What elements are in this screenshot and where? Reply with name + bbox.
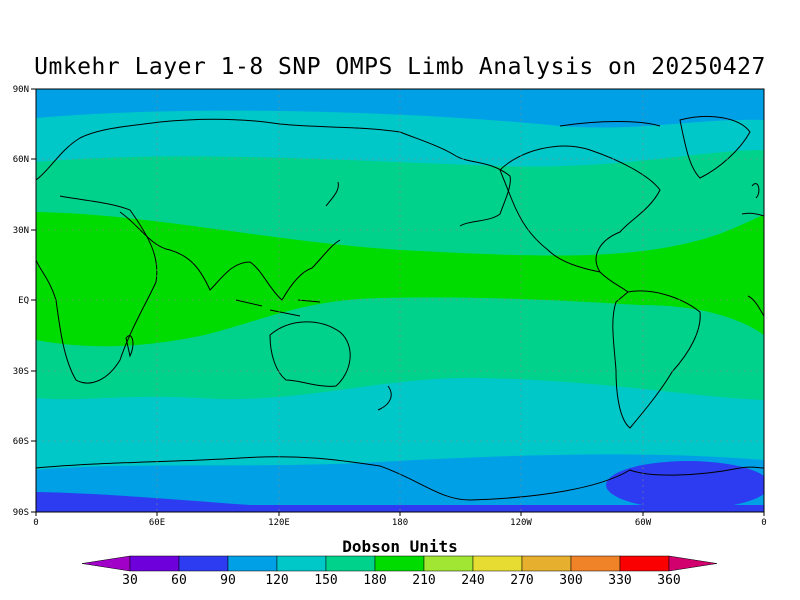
lon-tick-label: 0 (761, 518, 766, 528)
colorbar-segment (276, 555, 327, 572)
lon-tick-label: 120E (268, 518, 290, 528)
colorbar-label: 90 (220, 573, 236, 588)
colorbar-label: 240 (461, 573, 484, 588)
colorbar-label: 330 (608, 573, 631, 588)
colorbar-label: 300 (559, 573, 582, 588)
lat-tick-label: 90N (13, 85, 29, 95)
lat-tick-label: EQ (18, 296, 29, 306)
grid-lines (36, 89, 764, 512)
lat-tick-label: 30N (13, 226, 29, 236)
colorbar-segment (619, 555, 670, 572)
colorbar: 30 60 90 120 150 180 210 240 270 300 330 360 (81, 555, 718, 588)
colorbar-over-arrow (668, 555, 718, 572)
colorbar-segment (227, 555, 278, 572)
contour-fill (36, 89, 764, 512)
lat-tick-labels: 90N 60N 30N EQ 30S 60S 90S (13, 85, 29, 518)
lon-tick-labels: 0 60E 120E 180 120W 60W 0 (33, 518, 766, 528)
lat-tick-label: 60N (13, 155, 29, 165)
lon-tick-label: 180 (392, 518, 408, 528)
colorbar-label: 180 (363, 573, 386, 588)
coastlines (36, 115, 764, 501)
colorbar-segment (178, 555, 229, 572)
colorbar-label: 60 (171, 573, 187, 588)
colorbar-label: 270 (510, 573, 533, 588)
lat-tick-label: 30S (13, 367, 29, 377)
colorbar-segment (423, 555, 474, 572)
colorbar-segment (570, 555, 621, 572)
colorbar-title: Dobson Units (342, 537, 458, 556)
lon-tick-label: 120W (510, 518, 532, 528)
colorbar-segment (325, 555, 376, 572)
colorbar-segment (129, 555, 180, 572)
colorbar-label: 30 (122, 573, 138, 588)
colorbar-segment (472, 555, 523, 572)
colorbar-label: 210 (412, 573, 435, 588)
map-title: Umkehr Layer 1-8 SNP OMPS Limb Analysis … (34, 54, 766, 80)
lon-tick-label: 60E (149, 518, 165, 528)
lat-tick-label: 60S (13, 437, 29, 447)
colorbar-under-arrow (81, 555, 131, 572)
lat-tick-label: 90S (13, 508, 29, 518)
lon-tick-label: 0 (33, 518, 38, 528)
lon-tick-label: 60W (635, 518, 652, 528)
colorbar-label: 120 (265, 573, 288, 588)
colorbar-segment (374, 555, 425, 572)
colorbar-segment (521, 555, 572, 572)
colorbar-label: 150 (314, 573, 337, 588)
colorbar-label: 360 (657, 573, 680, 588)
